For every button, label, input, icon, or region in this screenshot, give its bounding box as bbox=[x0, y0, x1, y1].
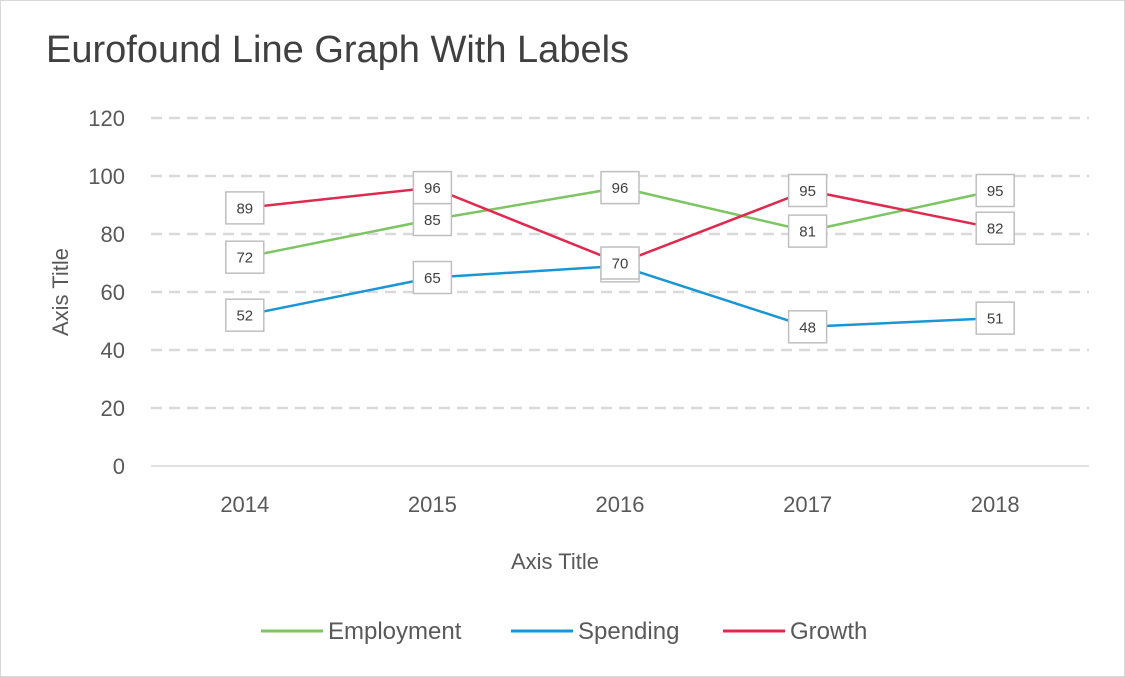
data-label-growth: 82 bbox=[975, 211, 1015, 245]
x-tick-label: 2015 bbox=[408, 492, 457, 517]
data-label-value: 70 bbox=[612, 256, 629, 273]
x-tick-label: 2014 bbox=[220, 492, 269, 517]
data-label-box bbox=[787, 173, 828, 208]
data-label-value: 52 bbox=[236, 308, 253, 325]
data-label-value: 65 bbox=[424, 270, 441, 287]
data-label-value: 95 bbox=[799, 183, 816, 200]
legend-label: Growth bbox=[790, 618, 867, 645]
data-label-value: 48 bbox=[799, 319, 816, 336]
data-label-spending: 65 bbox=[412, 260, 453, 295]
data-label-employment: 95 bbox=[975, 173, 1015, 208]
y-tick-label: 120 bbox=[88, 106, 125, 131]
x-axis-title: Axis Title bbox=[511, 549, 599, 574]
data-label-employment: 72 bbox=[225, 240, 265, 274]
y-axis-ticks: 0 20 40 60 80 100 120 bbox=[88, 106, 125, 479]
data-label-value: 96 bbox=[612, 180, 629, 197]
data-label-growth: 89 bbox=[225, 191, 265, 225]
data-label-spending: 52 bbox=[225, 298, 265, 332]
data-label-box bbox=[787, 310, 828, 344]
y-tick-label: 40 bbox=[101, 338, 125, 363]
data-label-employment: 81 bbox=[787, 214, 828, 248]
data-label-box bbox=[600, 246, 640, 280]
legend-item-employment: Employment bbox=[261, 618, 462, 645]
data-label-value: 82 bbox=[987, 221, 1004, 238]
data-label-box bbox=[975, 211, 1015, 245]
data-label-value: 72 bbox=[236, 250, 253, 267]
data-label-box bbox=[225, 240, 265, 274]
data-label-growth: 95 bbox=[787, 173, 828, 208]
legend-label: Spending bbox=[578, 618, 679, 645]
legend-label: Employment bbox=[328, 618, 462, 645]
x-tick-label: 2017 bbox=[783, 492, 832, 517]
legend: Employment Spending Growth bbox=[261, 618, 867, 645]
y-axis-title: Axis Title bbox=[48, 248, 73, 336]
y-tick-label: 20 bbox=[101, 396, 125, 421]
y-tick-label: 60 bbox=[101, 280, 125, 305]
data-label-box bbox=[600, 170, 640, 205]
y-tick-label: 80 bbox=[101, 222, 125, 247]
data-label-value: 85 bbox=[424, 212, 441, 229]
data-label-employment: 85 bbox=[412, 202, 453, 237]
data-label-employment: 96 bbox=[600, 170, 640, 205]
x-axis-ticks: 2014 2015 2016 2017 2018 bbox=[220, 492, 1019, 517]
data-label-box bbox=[225, 298, 265, 332]
data-label-growth: 70 bbox=[600, 246, 640, 280]
data-label-value: 96 bbox=[424, 180, 441, 197]
x-tick-label: 2016 bbox=[596, 492, 645, 517]
data-label-value: 51 bbox=[987, 311, 1004, 328]
data-label-spending: 51 bbox=[975, 301, 1015, 335]
legend-item-growth: Growth bbox=[723, 618, 867, 645]
data-label-value: 89 bbox=[236, 200, 253, 217]
data-label-box bbox=[787, 214, 828, 248]
data-label-spending: 48 bbox=[787, 310, 828, 344]
data-label-value: 95 bbox=[987, 183, 1004, 200]
data-label-box bbox=[412, 202, 453, 237]
data-label-growth: 96 bbox=[412, 170, 453, 205]
data-label-box bbox=[412, 170, 453, 205]
chart-title: Eurofound Line Graph With Labels bbox=[46, 29, 630, 71]
y-tick-label: 0 bbox=[113, 454, 125, 479]
x-tick-label: 2018 bbox=[971, 492, 1020, 517]
data-label-box bbox=[225, 191, 265, 225]
data-labels: 728596819552656948518996709582 bbox=[225, 170, 1015, 344]
data-label-box bbox=[975, 301, 1015, 335]
data-label-box bbox=[975, 173, 1015, 208]
data-label-box bbox=[412, 260, 453, 295]
data-label-value: 81 bbox=[799, 224, 816, 241]
legend-item-spending: Spending bbox=[511, 618, 679, 645]
y-tick-label: 100 bbox=[88, 164, 125, 189]
